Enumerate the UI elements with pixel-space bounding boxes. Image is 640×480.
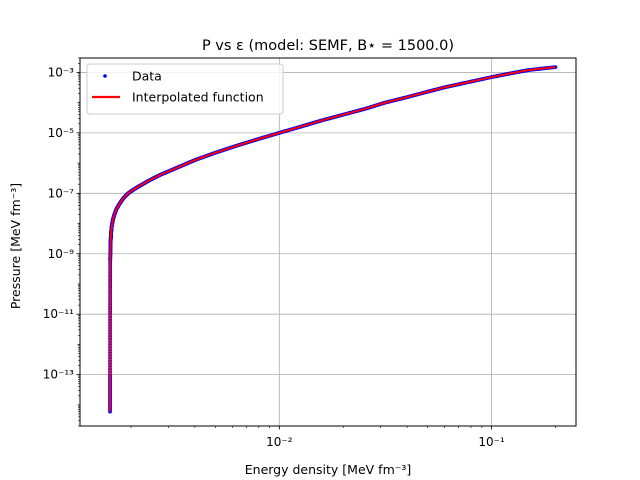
plot-area: [108, 65, 558, 414]
x-axis-label: Energy density [MeV fm⁻³]: [245, 462, 411, 477]
chart-title: P vs ε (model: SEMF, B⋆ = 1500.0): [202, 38, 454, 54]
legend-data-marker: [103, 74, 107, 78]
axis-ticks: 10⁻² 10⁻¹ 10⁻¹³ 10⁻¹¹ 10⁻⁹ 10⁻⁷ 10⁻⁵ 10⁻³: [43, 57, 556, 449]
y-tick-label: 10⁻³: [48, 65, 75, 79]
legend-box: [86, 63, 284, 115]
x-tick-label: 10⁻²: [266, 435, 293, 449]
y-tick-label: 10⁻⁹: [48, 247, 75, 261]
legend: Data Interpolated function: [86, 63, 284, 115]
y-tick-label: 10⁻⁵: [48, 126, 75, 140]
y-tick-label: 10⁻⁷: [48, 186, 75, 200]
interpolated-line: [109, 66, 556, 412]
y-tick-label: 10⁻¹³: [43, 368, 74, 382]
y-axis-label: Pressure [MeV fm⁻³]: [8, 183, 23, 309]
legend-interp-label: Interpolated function: [132, 90, 264, 105]
x-tick-label: 10⁻¹: [478, 435, 505, 449]
y-tick-label: 10⁻¹¹: [43, 307, 74, 321]
axes-frame: [79, 57, 577, 427]
legend-data-label: Data: [132, 69, 162, 84]
